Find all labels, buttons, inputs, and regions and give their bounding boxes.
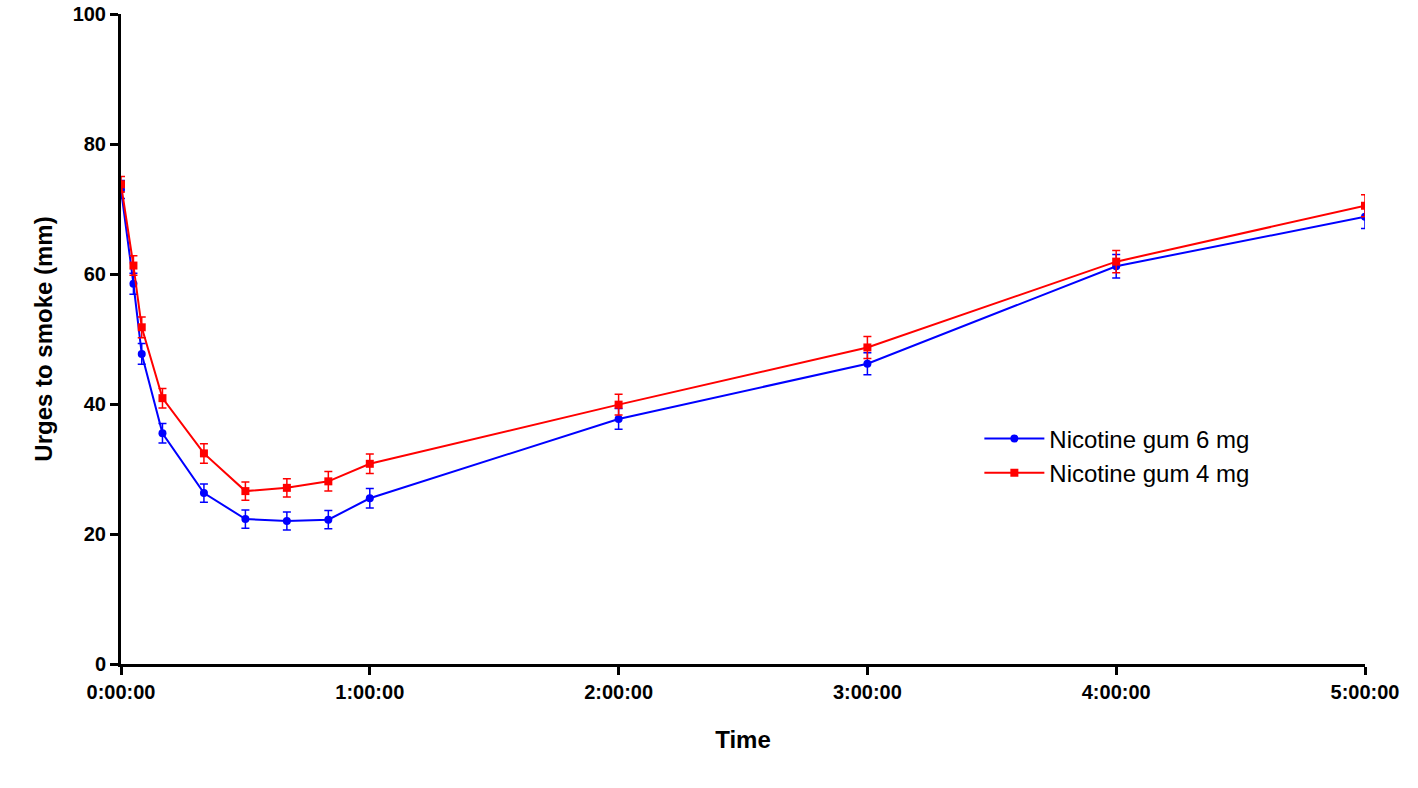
svg-text:0:00:00: 0:00:00 — [87, 681, 156, 703]
svg-text:40: 40 — [84, 393, 106, 415]
svg-text:1:00:00: 1:00:00 — [335, 681, 404, 703]
svg-text:Nicotine gum 4 mg: Nicotine gum 4 mg — [1049, 460, 1249, 487]
svg-text:5:00:00: 5:00:00 — [1331, 681, 1400, 703]
svg-text:60: 60 — [84, 263, 106, 285]
svg-text:Urges to smoke (mm): Urges to smoke (mm) — [30, 216, 57, 461]
svg-text:4:00:00: 4:00:00 — [1082, 681, 1151, 703]
svg-text:Time: Time — [715, 726, 771, 753]
svg-text:2:00:00: 2:00:00 — [584, 681, 653, 703]
svg-text:Nicotine gum 6 mg: Nicotine gum 6 mg — [1049, 426, 1249, 453]
svg-text:0: 0 — [95, 653, 106, 675]
svg-text:3:00:00: 3:00:00 — [833, 681, 902, 703]
svg-text:80: 80 — [84, 133, 106, 155]
svg-text:100: 100 — [73, 3, 106, 25]
svg-text:20: 20 — [84, 523, 106, 545]
